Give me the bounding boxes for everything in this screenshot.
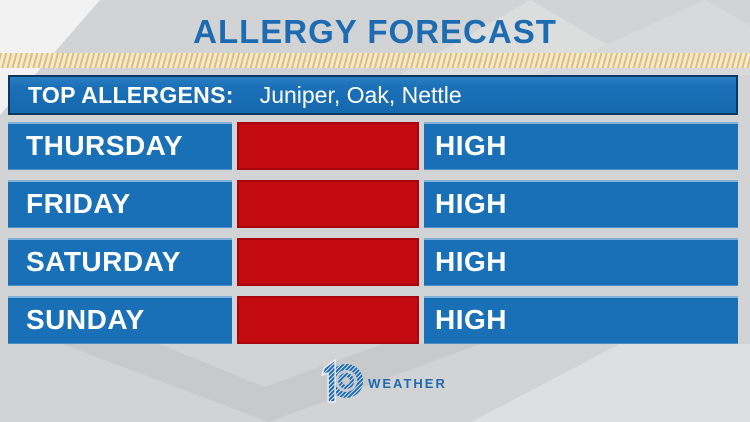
level-color-cell [237, 296, 419, 344]
day-cell: SUNDAY [8, 296, 232, 344]
day-cell: THURSDAY [8, 122, 232, 170]
level-color-cell [237, 238, 419, 286]
station-wordmark: WEATHER [368, 375, 447, 391]
level-cell: HIGH [424, 122, 738, 170]
top-allergens-label: TOP ALLERGENS: [28, 81, 234, 108]
level-label: HIGH [435, 246, 507, 277]
forecast-row: THURSDAY HIGH [8, 122, 738, 170]
forecast-table: THURSDAY HIGH FRIDAY HIGH SATURDAY HIGH … [8, 122, 738, 354]
gold-hatch-divider [0, 53, 750, 68]
level-color-cell [237, 122, 419, 170]
station-logo: WEATHER [319, 359, 447, 403]
top-allergens-value: Juniper, Oak, Nettle [259, 81, 462, 108]
day-label: THURSDAY [26, 130, 183, 161]
forecast-row: SATURDAY HIGH [8, 238, 738, 286]
forecast-row: SUNDAY HIGH [8, 296, 738, 344]
background-band-bottom-right [471, 344, 750, 422]
ten-logo-icon [321, 359, 364, 403]
level-label: HIGH [435, 188, 507, 219]
page-title: ALLERGY FORECAST [193, 13, 557, 50]
level-color-cell [237, 180, 419, 228]
forecast-row: FRIDAY HIGH [8, 180, 738, 228]
day-label: FRIDAY [26, 188, 131, 219]
top-allergens-bar: TOP ALLERGENS: Juniper, Oak, Nettle [8, 75, 738, 115]
level-cell: HIGH [424, 296, 738, 344]
day-cell: SATURDAY [8, 238, 232, 286]
day-label: SUNDAY [26, 304, 145, 335]
day-label: SATURDAY [26, 246, 181, 277]
level-cell: HIGH [424, 180, 738, 228]
level-cell: HIGH [424, 238, 738, 286]
level-label: HIGH [435, 130, 507, 161]
level-label: HIGH [435, 304, 507, 335]
day-cell: FRIDAY [8, 180, 232, 228]
